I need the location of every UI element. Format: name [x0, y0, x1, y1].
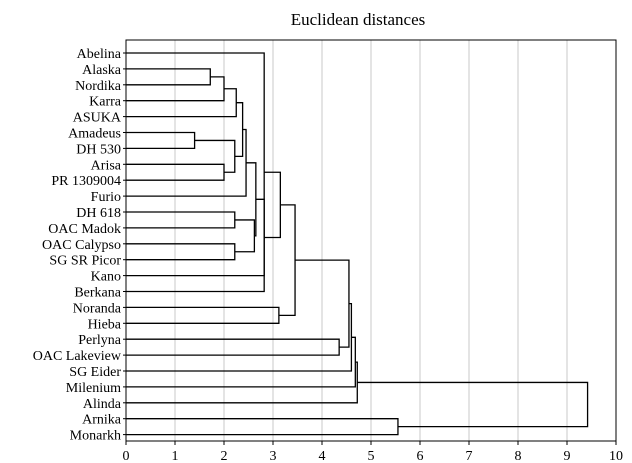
leaf-label: Alaska: [82, 63, 122, 78]
x-tick-label: 6: [417, 449, 424, 463]
leaf-label: Perlyna: [78, 333, 122, 348]
merge-link: [126, 306, 280, 324]
leaf-label: SG SR Picor: [49, 254, 121, 269]
merge-link: [234, 219, 256, 253]
merge-link: [126, 211, 236, 229]
merge-link: [126, 68, 211, 86]
leaf-label: Nordika: [75, 79, 122, 94]
leaf-label: Arnika: [82, 413, 122, 428]
merge-link: [126, 128, 247, 197]
merge-link: [357, 381, 589, 428]
merge-link: [126, 338, 340, 356]
leaf-label: Kano: [91, 270, 121, 285]
x-axis: 0 1 2 3 4 5 6 7 8 9 10: [123, 441, 623, 463]
leaf-label: Furio: [91, 190, 121, 205]
x-tick-label: 10: [609, 449, 623, 463]
leaf-label: DH 530: [76, 142, 121, 157]
dendrogram-links: [126, 52, 589, 436]
chart-title: Euclidean distances: [291, 10, 426, 29]
leaf-label: Noranda: [73, 301, 122, 316]
merge-link: [126, 198, 265, 277]
leaf-label: PR 1309004: [51, 174, 121, 189]
leaf-label: Karra: [89, 95, 122, 110]
x-tick-label: 3: [270, 449, 277, 463]
merge-link: [126, 418, 399, 436]
leaf-label: Hieba: [88, 317, 122, 332]
x-tick-label: 5: [368, 449, 375, 463]
merge-link: [126, 336, 356, 388]
merge-link: [126, 131, 196, 150]
leaf-label: DH 618: [76, 206, 121, 221]
x-tick-label: 8: [515, 449, 522, 463]
leaf-label: Amadeus: [68, 127, 121, 142]
x-tick-label: 2: [221, 449, 228, 463]
merge-link: [278, 204, 296, 316]
merge-link: [126, 88, 237, 118]
grid-lines: [174, 40, 568, 441]
leaf-label: SG Eider: [69, 365, 121, 380]
leaf-label: ASUKA: [73, 111, 122, 126]
leaf-label: OAC Madok: [48, 222, 121, 237]
x-tick-label: 0: [123, 449, 130, 463]
leaf-label: Arisa: [91, 158, 122, 173]
leaf-labels: AbelinaAlaskaNordikaKarraASUKAAmadeusDH …: [33, 47, 126, 444]
leaf-label: OAC Calypso: [42, 238, 121, 253]
leaf-label: Monarkh: [70, 429, 121, 444]
x-tick-label: 7: [466, 449, 473, 463]
merge-link: [126, 243, 236, 261]
merge-link: [194, 139, 236, 173]
merge-link: [126, 302, 353, 372]
leaf-label: Berkana: [74, 286, 121, 301]
leaf-label: Alinda: [83, 397, 122, 412]
merge-link: [264, 171, 281, 239]
x-tick-label: 9: [564, 449, 571, 463]
merge-link: [126, 361, 358, 404]
leaf-label: OAC Lakeview: [33, 349, 122, 364]
x-tick-label: 1: [172, 449, 179, 463]
leaf-label: Abelina: [77, 47, 122, 62]
merge-link: [126, 52, 265, 293]
leaf-label: Milenium: [66, 381, 121, 396]
x-tick-label: 4: [319, 449, 326, 463]
